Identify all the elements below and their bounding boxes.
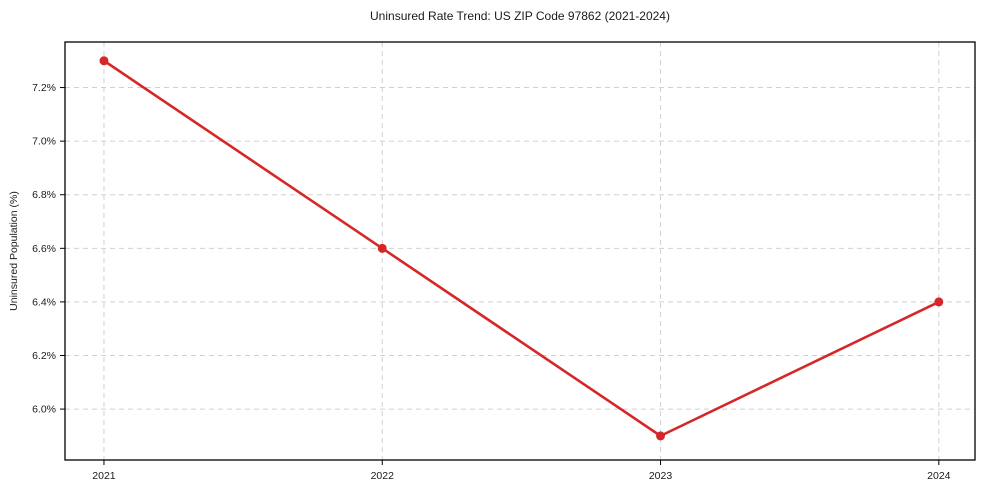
y-tick-label: 6.6% bbox=[32, 243, 56, 255]
y-tick-label: 6.8% bbox=[32, 189, 56, 201]
x-tick-label: 2024 bbox=[927, 470, 951, 482]
data-point-marker bbox=[656, 431, 666, 441]
x-tick-label: 2022 bbox=[371, 470, 395, 482]
plot-border bbox=[64, 41, 976, 461]
y-tick-label: 6.4% bbox=[32, 296, 56, 308]
y-tick-label: 6.2% bbox=[32, 350, 56, 362]
chart-title: Uninsured Rate Trend: US ZIP Code 97862 … bbox=[370, 9, 670, 23]
trend-line bbox=[102, 59, 941, 438]
data-point-marker bbox=[99, 56, 109, 66]
x-tick-label: 2023 bbox=[649, 470, 673, 482]
data-point-marker bbox=[934, 297, 944, 307]
y-tick-label: 7.0% bbox=[32, 136, 56, 148]
data-point-marker bbox=[377, 243, 387, 253]
y-tick-label: 7.2% bbox=[32, 82, 56, 94]
x-tick-label: 2021 bbox=[92, 470, 116, 482]
y-tick-label: 6.0% bbox=[32, 404, 56, 416]
